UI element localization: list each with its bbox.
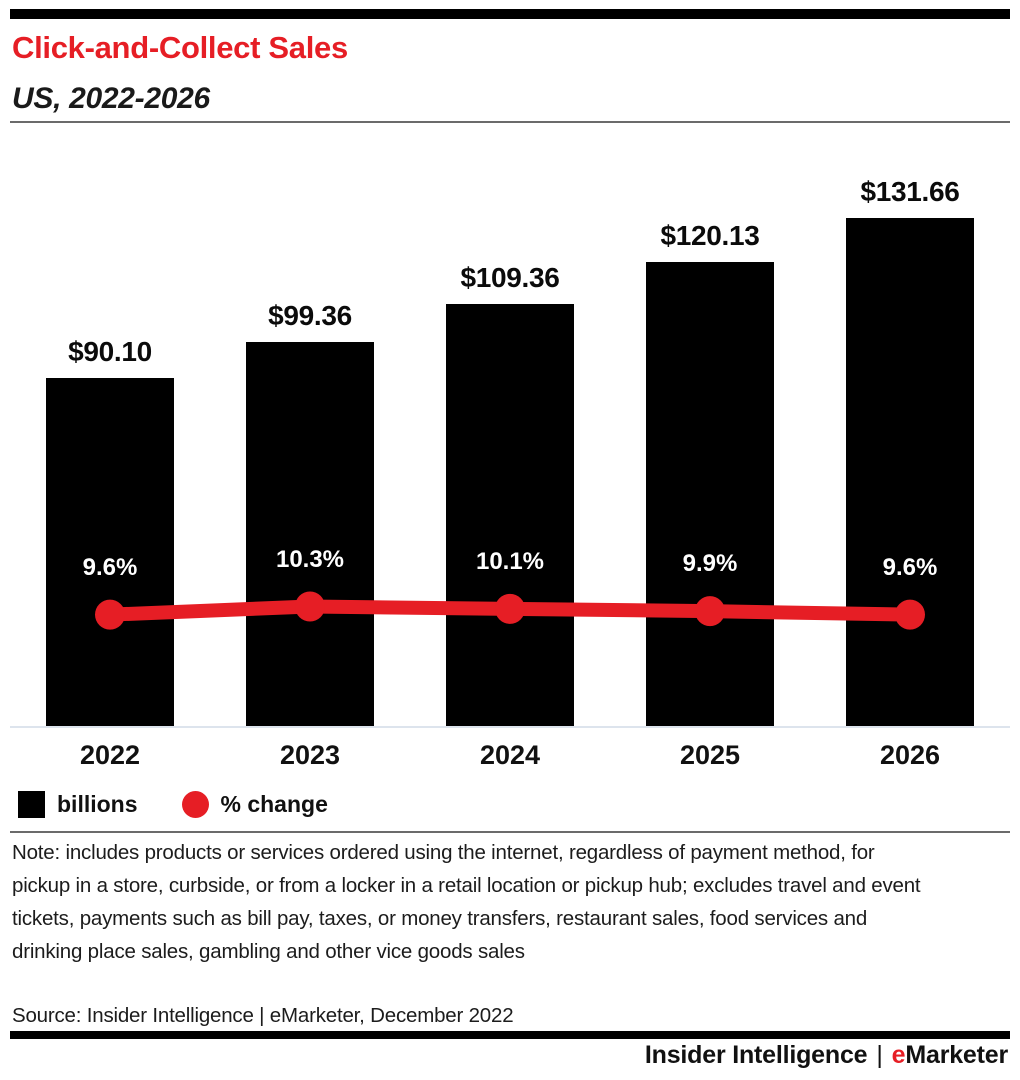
bar-2025 xyxy=(646,262,774,726)
pct-label-2024: 10.1% xyxy=(475,547,545,575)
footer-divider-bar xyxy=(10,1031,1010,1039)
source-text: Source: Insider Intelligence | eMarketer… xyxy=(12,1004,514,1027)
value-label-2024: $109.36 xyxy=(460,261,560,293)
header-divider xyxy=(10,121,1010,123)
bar-2022 xyxy=(46,378,174,726)
value-label-2026: $131.66 xyxy=(860,175,960,207)
footer-brand: Insider Intelligence | eMarketer xyxy=(645,1041,1008,1070)
legend-label-billions: billions xyxy=(57,791,138,817)
top-accent-bar xyxy=(10,9,1010,19)
legend-divider xyxy=(10,831,1010,833)
footer-brand-left: Insider Intelligence xyxy=(644,1041,868,1069)
value-label-2023: $99.36 xyxy=(268,300,352,332)
bar-2023 xyxy=(246,342,374,726)
value-label-2022: $90.10 xyxy=(68,336,152,368)
pct-label-2026: 9.6% xyxy=(882,553,938,581)
legend-label-pct-change: % change xyxy=(220,791,328,817)
bar-2024 xyxy=(446,303,574,726)
bar-2026 xyxy=(846,217,974,726)
pct-label-2022: 9.6% xyxy=(82,553,138,581)
year-label-2022: 2022 xyxy=(79,740,141,770)
footer-separator: | xyxy=(876,1041,883,1069)
value-label-2025: $120.13 xyxy=(660,220,760,252)
page-subtitle: US, 2022-2026 xyxy=(12,82,210,115)
legend-swatch-pct-change xyxy=(181,790,209,818)
pct-label-2023: 10.3% xyxy=(275,545,345,573)
footer-brand-rest: Marketer xyxy=(905,1041,1008,1069)
year-label-2025: 2025 xyxy=(679,740,741,770)
year-label-2023: 2023 xyxy=(279,740,341,770)
year-label-2024: 2024 xyxy=(479,740,541,770)
legend: billions % change xyxy=(18,790,372,818)
pct-label-2025: 9.9% xyxy=(682,550,738,578)
note-text: Note: includes products or services orde… xyxy=(12,841,921,963)
x-axis-line xyxy=(10,726,1010,728)
page-title: Click-and-Collect Sales xyxy=(12,30,348,65)
year-label-2026: 2026 xyxy=(879,740,941,770)
legend-swatch-billions xyxy=(18,790,45,818)
footer-brand-e: e xyxy=(891,1041,906,1069)
